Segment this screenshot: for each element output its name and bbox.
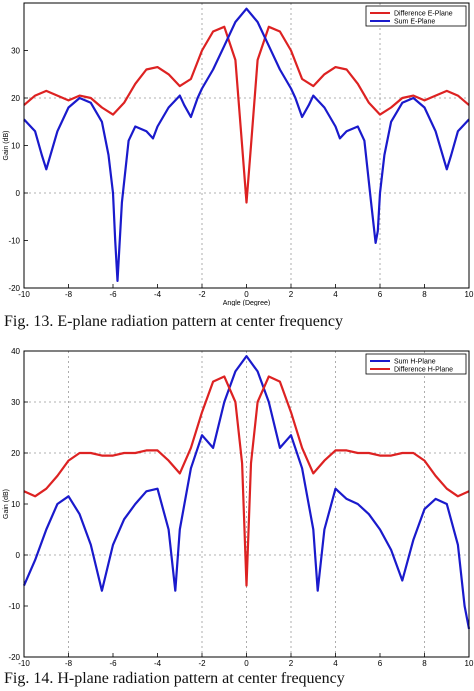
y-tick-label: -10 [8,602,20,611]
x-tick-label: -2 [198,659,206,666]
x-tick-label: 8 [422,659,427,666]
x-tick-label: -8 [65,659,73,666]
x-axis-label: Angle (Degree) [223,300,270,306]
x-tick-label: -8 [65,290,73,299]
series-line-1 [22,355,471,630]
y-tick-label: 30 [11,47,20,56]
x-tick-label: 0 [244,290,249,299]
y-tick-label: -10 [8,237,20,246]
legend-label: Sum H-Plane [394,359,436,366]
x-tick-label: 6 [378,290,383,299]
figure-14-caption: Fig. 14. H-plane radiation pattern at ce… [4,670,345,687]
y-tick-label: 10 [11,500,20,509]
x-tick-label: 4 [333,290,338,299]
y-tick-label: 0 [16,551,21,560]
y-tick-label: -20 [8,284,20,293]
legend-label: Difference E-Plane [394,11,453,18]
y-axis-label: Gain (dB) [3,489,10,519]
legend-label: Difference H-Plane [394,367,453,374]
x-tick-label: -6 [109,659,117,666]
figure-13-caption: Fig. 13. E-plane radiation pattern at ce… [4,313,343,330]
y-tick-label: 20 [11,94,20,103]
series-line-1 [23,25,470,204]
y-tick-label: 10 [11,142,20,151]
series-line-2 [23,375,470,587]
x-tick-label: 0 [244,659,249,666]
x-tick-label: -4 [154,659,162,666]
legend-box [365,353,467,375]
x-tick-label: 10 [465,659,474,666]
x-tick-label: -4 [154,290,162,299]
y-tick-label: 30 [11,398,20,407]
x-tick-label: 4 [333,659,338,666]
x-tick-label: 6 [378,659,383,666]
y-tick-label: -20 [8,653,20,662]
x-tick-label: 2 [289,659,294,666]
plot-frame [23,2,470,289]
y-axis-label: Gain (dB) [3,131,10,161]
y-tick-label: 40 [11,347,20,356]
legend-box [365,5,467,27]
y-tick-label: 0 [16,189,21,198]
x-tick-label: -6 [109,290,117,299]
x-tick-label: -10 [18,659,30,666]
x-tick-label: 2 [289,290,294,299]
x-tick-label: -2 [198,290,206,299]
y-tick-label: 20 [11,449,20,458]
x-tick-label: -10 [18,290,30,299]
x-tick-label: 8 [422,290,427,299]
legend-label: Sum E-Plane [394,19,435,26]
x-tick-label: 10 [465,290,474,299]
series-line-2 [23,7,470,282]
